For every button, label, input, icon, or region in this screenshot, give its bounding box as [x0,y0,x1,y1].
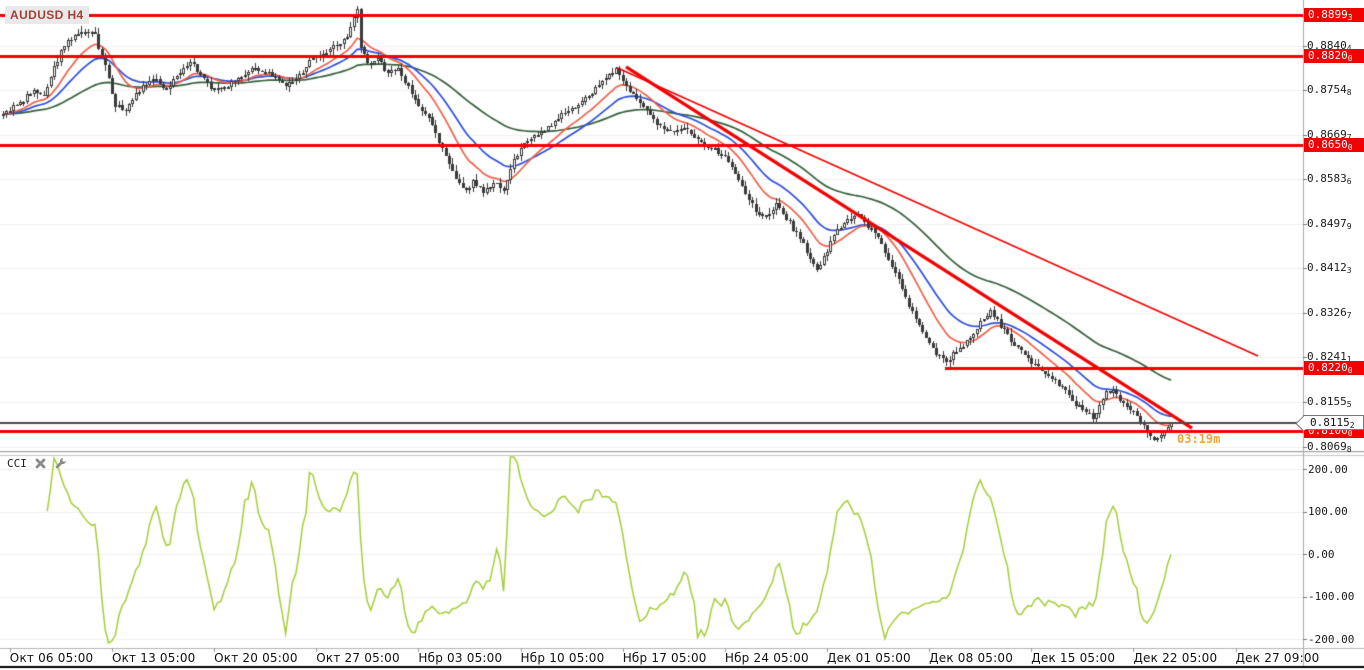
symbol-timeframe-label: AUDUSD H4 [5,6,89,24]
time-tick-label: Нбр 17 05:00 [622,651,707,665]
price-tick-label: 0.84123 [1307,261,1352,276]
indicator-settings-wrench-icon[interactable] [54,457,67,470]
cci-scale-label: 100.00 [1308,505,1348,518]
cci-scale-label: -100.00 [1308,590,1355,603]
candle-countdown-timer: 03:19m [1177,432,1221,446]
time-tick-label: Нбр 03 05:00 [418,651,503,665]
price-tick-label: 0.80698 [1307,439,1352,454]
time-tick-label: Дек 08 05:00 [929,651,1014,665]
price-tick-label: 0.82411 [1307,350,1352,365]
price-tick-label: 0.85836 [1307,172,1352,187]
indicator-close-icon[interactable] [35,458,46,469]
price-tick-label: 0.88404 [1307,38,1352,53]
cci-scale-label: -200.00 [1308,632,1355,646]
price-tick-label: 0.84979 [1307,216,1352,231]
price-tick-label: 0.83267 [1307,305,1352,320]
time-tick-label: Дек 22 05:00 [1133,651,1218,665]
time-tick-label: Окт 20 05:00 [214,651,298,665]
indicator-header: CCI [7,457,67,470]
indicator-name-label: CCI [7,457,27,470]
time-tick-label: Нбр 24 05:00 [724,651,809,665]
time-tick-label: Дек 15 05:00 [1031,651,1116,665]
price-level-badge: 0.88993 [1304,8,1364,23]
time-tick-label: Дек 27 09:00 [1235,651,1320,665]
time-tick-label: Дек 01 05:00 [827,651,911,665]
cci-scale-label: 0.00 [1308,547,1335,561]
price-tick-label: 0.86697 [1307,127,1352,142]
cci-scale-label: 200.00 [1308,462,1348,476]
time-tick-label: Нбр 10 05:00 [520,651,605,665]
time-tick-label: Окт 06 05:00 [9,651,94,665]
price-level-badge: 0.82200 [1304,361,1364,376]
price-level-badge: 0.88200 [1304,49,1364,64]
price-tick-label: 0.87548 [1307,83,1352,98]
bid-price-tag: 0.81152 [1295,415,1364,431]
time-tick-label: Окт 13 05:00 [111,651,196,665]
time-tick-label: Окт 27 05:00 [316,651,400,665]
price-tick-label: 0.81555 [1307,394,1352,409]
price-level-badge: 0.86500 [1304,137,1364,152]
